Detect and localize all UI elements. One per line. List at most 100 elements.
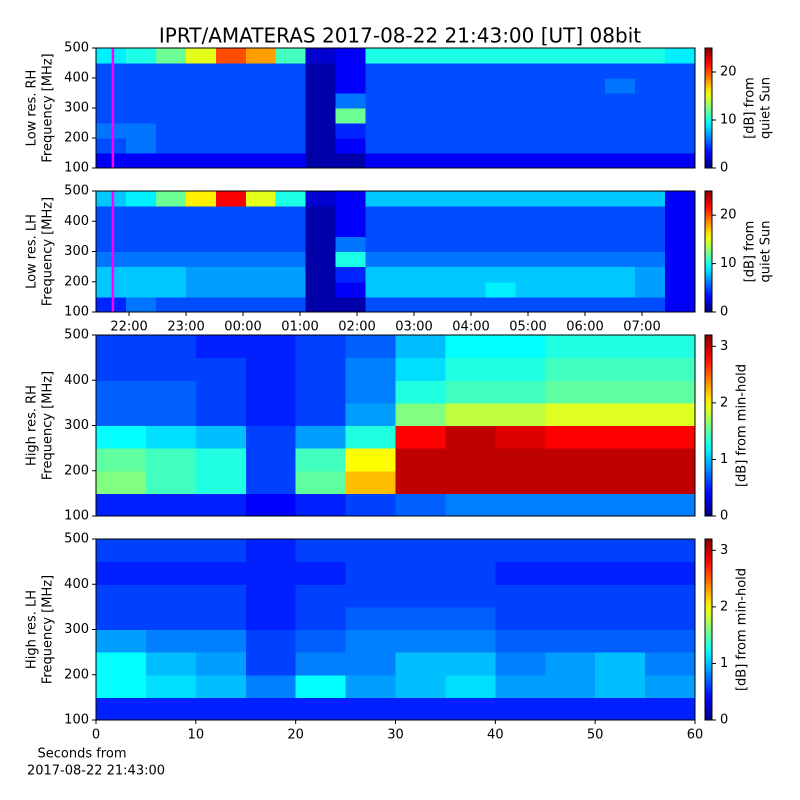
heatmap-cell (515, 266, 546, 283)
heatmap-cell (545, 63, 576, 79)
heatmap-cell (345, 674, 396, 698)
heatmap-cell (515, 191, 546, 207)
heatmap-cell (275, 123, 307, 139)
heatmap-cell (595, 629, 646, 653)
heatmap-cell (575, 78, 606, 94)
heatmap-cell (245, 251, 277, 268)
heatmap-cell (305, 191, 337, 207)
heatmap-cell (605, 108, 636, 124)
heatmap-cell (125, 78, 157, 94)
heatmap-cell (635, 296, 666, 313)
y-tick-label: 300 (64, 418, 89, 433)
heatmap-cell (245, 78, 277, 94)
heatmap-cell (215, 251, 247, 268)
heatmap-cell (425, 78, 456, 94)
heatmap-cell (275, 221, 307, 237)
heatmap-cell (185, 206, 217, 222)
heatmap-cell (245, 470, 297, 494)
heatmap-cell (185, 138, 217, 154)
heatmap-cell (595, 584, 646, 608)
heatmap-cell (665, 93, 696, 109)
heatmap-cell (395, 63, 426, 79)
y-tick-label: 300 (64, 622, 89, 637)
heatmap-cell (185, 236, 217, 252)
heatmap-cell (195, 561, 247, 585)
heatmap-cell (275, 48, 307, 64)
heatmap-cell (335, 78, 367, 94)
colorbar-tick-label: 20 (720, 65, 737, 80)
heatmap-cell (215, 281, 247, 298)
heatmap-cell (395, 138, 426, 154)
heatmap-cell (96, 539, 147, 563)
heatmap-cell (445, 539, 496, 563)
heatmap-cell (345, 606, 396, 630)
heatmap-cell (545, 266, 576, 283)
heatmap-cell (665, 138, 696, 154)
heatmap-cell (335, 93, 367, 109)
heatmap-cell (155, 138, 187, 154)
heatmap-cell (665, 191, 696, 207)
heatmap-cell (455, 191, 486, 207)
heatmap-cell (295, 448, 347, 472)
colorbar-tick-label: 0 (720, 713, 728, 728)
heatmap-cell (595, 539, 646, 563)
heatmap-cell (395, 78, 426, 94)
heatmap-cell (445, 606, 496, 630)
heatmap-cell (345, 402, 396, 426)
heatmap-cell (605, 251, 636, 268)
heatmap-cell (665, 206, 696, 222)
heatmap-cell (245, 561, 297, 585)
heatmap-cell (595, 380, 646, 404)
heatmap-cell (145, 697, 197, 721)
heatmap-cell (495, 470, 546, 494)
heatmap-cell (245, 153, 277, 169)
heatmap-cell (365, 221, 396, 237)
heatmap-cell (345, 335, 396, 359)
heatmap-cell (96, 629, 147, 653)
heatmap-cell (545, 123, 576, 139)
heatmap-cell (365, 236, 396, 252)
heatmap-cell (345, 493, 396, 517)
heatmap-cell (365, 78, 396, 94)
heatmap-cell (305, 153, 337, 169)
x-tick-label: 04:00 (452, 320, 489, 335)
heatmap-cell (185, 93, 217, 109)
heatmap-cell (635, 206, 666, 222)
heatmap-cell (335, 296, 367, 313)
colorbar-tick-label: 3 (720, 339, 728, 354)
heatmap-cell (665, 108, 696, 124)
heatmap-cell (395, 357, 446, 381)
y-tick-label: 200 (64, 131, 89, 146)
y-tick-label: 100 (64, 713, 89, 728)
heatmap-cell (305, 221, 337, 237)
y-tick-label: 200 (64, 463, 89, 478)
heatmap-cell (96, 108, 127, 124)
heatmap-cell (275, 108, 307, 124)
heatmap-cell (575, 206, 606, 222)
heatmap-cell (145, 674, 197, 698)
heatmap-cell (595, 674, 646, 698)
heatmap-cell (96, 48, 127, 64)
heatmap-cell (495, 539, 546, 563)
heatmap-cell (545, 206, 576, 222)
heatmap-cell (445, 335, 496, 359)
heatmap-cell (155, 266, 187, 283)
colorbar-tick-label: 0 (720, 305, 728, 320)
heatmap-cell (545, 335, 596, 359)
heatmap-cell (425, 108, 456, 124)
heatmap-cell (345, 697, 396, 721)
heatmap-cell (485, 63, 516, 79)
heatmap-cell (155, 78, 187, 94)
heatmap-cell (335, 108, 367, 124)
colorbar-tick-label: 1 (720, 656, 728, 671)
heatmap-cell (245, 221, 277, 237)
heatmap-cell (455, 296, 486, 313)
colorbar-tick-label: 1 (720, 452, 728, 467)
heatmap-cell (335, 266, 367, 283)
heatmap-cell (425, 206, 456, 222)
heatmap-cell (155, 93, 187, 109)
heatmap-cell (305, 251, 337, 268)
heatmap-cell (425, 221, 456, 237)
heatmap-cell (395, 629, 446, 653)
heatmap-cell (515, 206, 546, 222)
